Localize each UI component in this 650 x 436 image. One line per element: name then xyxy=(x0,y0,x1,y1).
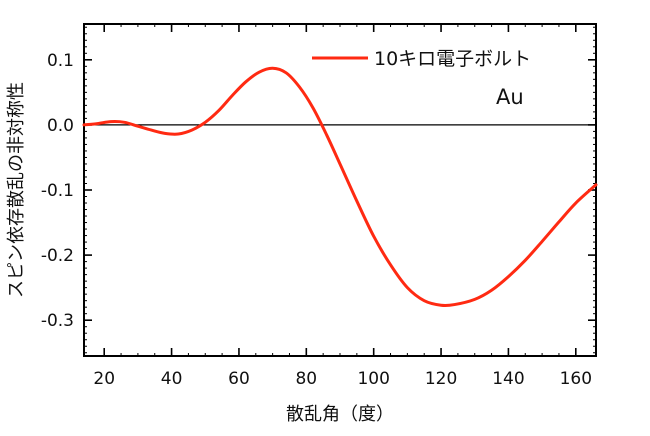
legend-label: 10キロ電子ボルト xyxy=(374,48,531,70)
x-axis-label: 散乱角（度） xyxy=(286,404,394,425)
legend: 10キロ電子ボルト xyxy=(312,48,531,70)
series-layer xyxy=(82,66,598,308)
x-tick-label: 40 xyxy=(161,369,183,389)
axis-ticks: 20 40 60 80 100 120 140 160 0.1 0.0 -0.1 -0.2 -0.3 xyxy=(41,24,596,389)
x-tick-label: 100 xyxy=(357,369,389,389)
x-tick-label: 20 xyxy=(93,369,115,389)
y-axis-label: スピン依存散乱の非対称性 xyxy=(6,82,27,298)
annotation-label: Au xyxy=(496,85,524,109)
y-tick-label: -0.1 xyxy=(41,181,74,201)
y-tick-label: -0.3 xyxy=(41,311,74,331)
x-tick-label: 120 xyxy=(425,369,457,389)
plot-area xyxy=(83,23,597,357)
y-tick-label: 0.1 xyxy=(47,51,74,71)
x-tick-label: 140 xyxy=(492,369,524,389)
y-tick-label: 0.0 xyxy=(47,116,74,136)
x-tick-label: 160 xyxy=(560,369,592,389)
x-tick-label: 60 xyxy=(228,369,250,389)
plot-frame xyxy=(83,23,597,357)
series-line xyxy=(82,66,598,308)
x-tick-label: 80 xyxy=(295,369,317,389)
y-tick-label: -0.2 xyxy=(41,246,74,266)
